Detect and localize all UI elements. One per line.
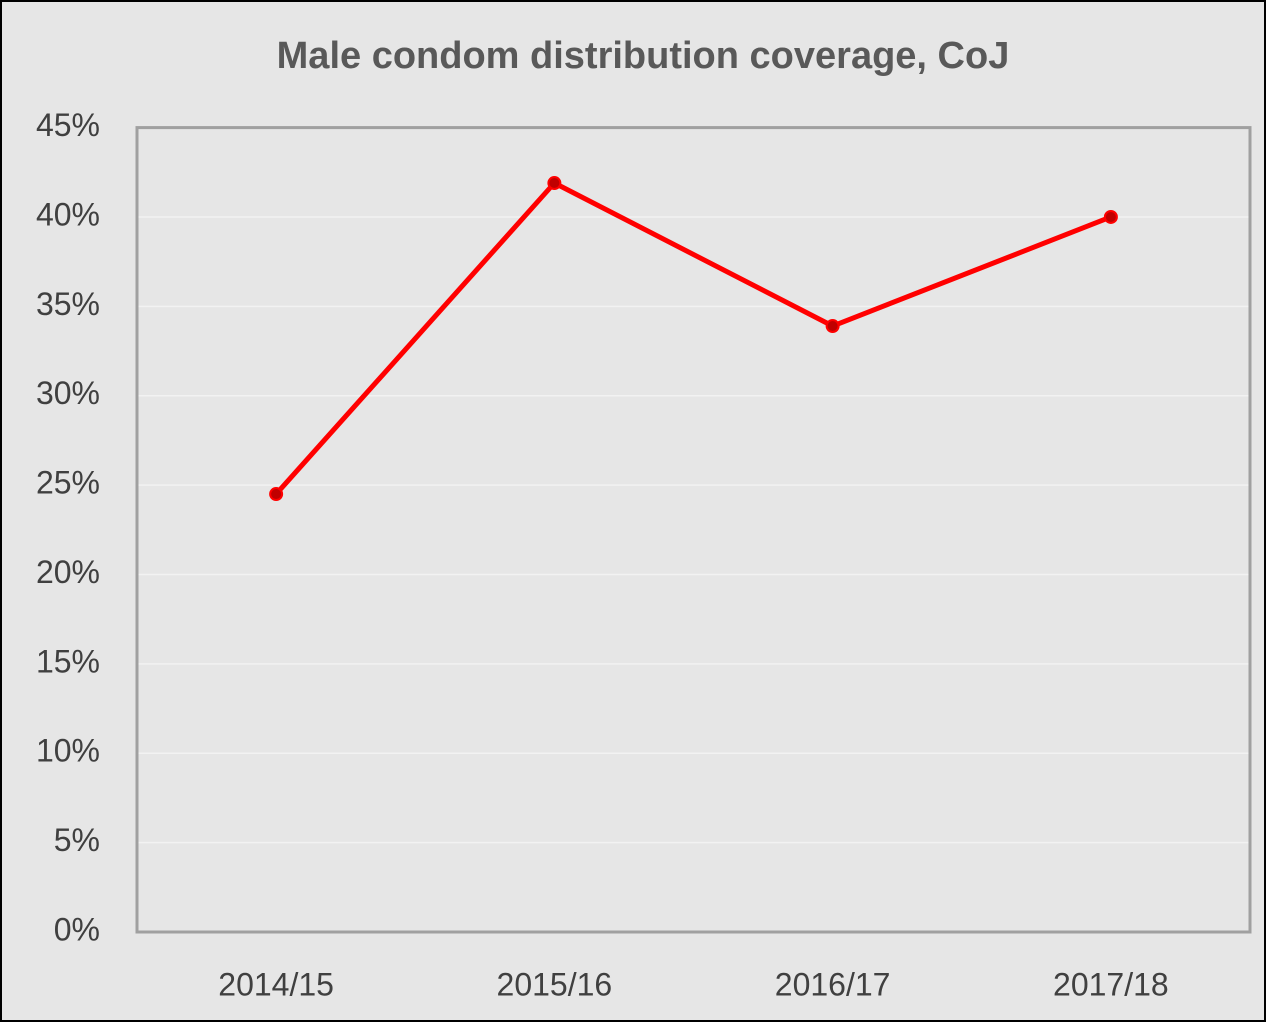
y-tick-label: 0% xyxy=(54,911,100,947)
y-tick-label: 10% xyxy=(36,733,100,769)
y-tick-label: 40% xyxy=(36,196,100,232)
x-tick-label: 2017/18 xyxy=(1053,966,1169,1002)
y-tick-label: 25% xyxy=(36,465,100,501)
y-tick-label: 30% xyxy=(36,375,100,411)
x-tick-label: 2014/15 xyxy=(218,966,334,1002)
chart-title: Male condom distribution coverage, CoJ xyxy=(277,35,1010,77)
x-tick-label: 2015/16 xyxy=(497,966,613,1002)
line xyxy=(274,180,1112,496)
y-tick-label: 35% xyxy=(36,286,100,322)
plot-border xyxy=(135,126,1252,934)
point xyxy=(1103,209,1118,224)
y-tick-label: 15% xyxy=(36,643,100,679)
point xyxy=(269,487,284,502)
x-tick-label: 2016/17 xyxy=(775,966,891,1002)
y-tick-label: 20% xyxy=(36,554,100,590)
y-tick-label: 45% xyxy=(36,107,100,143)
y-tick-label: 5% xyxy=(54,822,100,858)
point xyxy=(547,176,562,191)
point xyxy=(825,319,840,334)
